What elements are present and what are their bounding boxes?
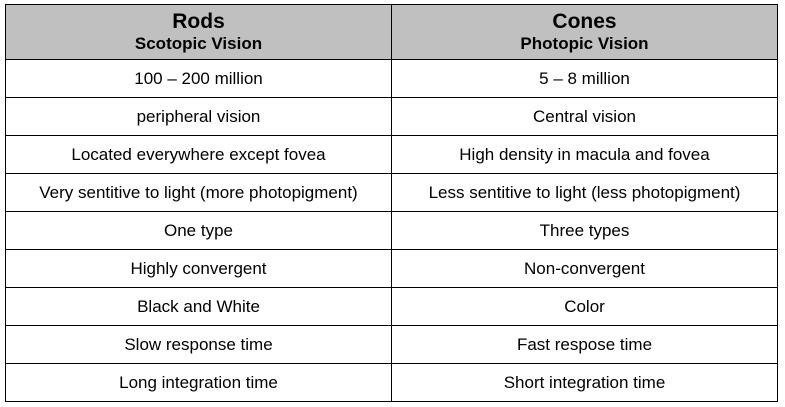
- rods-cell: Highly convergent: [5, 249, 392, 288]
- rods-cell: Very sentitive to light (more photopigme…: [5, 173, 392, 212]
- rods-cones-comparison-table: Rods Scotopic Vision Cones Photopic Visi…: [5, 4, 778, 402]
- table-row: Highly convergent Non-convergent: [5, 249, 778, 288]
- cones-cell: Non-convergent: [391, 249, 778, 288]
- rods-cell: Black and White: [5, 287, 392, 326]
- cones-cell: Three types: [391, 211, 778, 250]
- rods-cell: peripheral vision: [5, 97, 392, 136]
- cones-cell: Short integration time: [391, 363, 778, 402]
- header-cones-subtitle: Photopic Vision: [520, 34, 649, 54]
- header-rods-subtitle: Scotopic Vision: [134, 34, 263, 54]
- cones-cell: Fast respose time: [391, 325, 778, 364]
- table-row: Very sentitive to light (more photopigme…: [5, 173, 778, 212]
- rods-cell: Slow response time: [5, 325, 392, 364]
- table-row: Long integration time Short integration …: [5, 363, 778, 402]
- table-row: 100 – 200 million 5 – 8 million: [5, 59, 778, 98]
- cones-cell: Central vision: [391, 97, 778, 136]
- table-header-row: Rods Scotopic Vision Cones Photopic Visi…: [5, 4, 778, 60]
- rods-cell: Long integration time: [5, 363, 392, 402]
- header-cones: Cones Photopic Vision: [391, 4, 778, 60]
- cones-cell: Less sentitive to light (less photopigme…: [391, 173, 778, 212]
- table-row: Black and White Color: [5, 287, 778, 326]
- header-rods-title: Rods: [172, 10, 225, 34]
- cones-cell: Color: [391, 287, 778, 326]
- table-row: Located everywhere except fovea High den…: [5, 135, 778, 174]
- cones-cell: High density in macula and fovea: [391, 135, 778, 174]
- rods-cell: 100 – 200 million: [5, 59, 392, 98]
- header-cones-title: Cones: [552, 10, 617, 34]
- table-row: Slow response time Fast respose time: [5, 325, 778, 364]
- table-row: peripheral vision Central vision: [5, 97, 778, 136]
- cones-cell: 5 – 8 million: [391, 59, 778, 98]
- table-row: One type Three types: [5, 211, 778, 250]
- rods-cell: One type: [5, 211, 392, 250]
- rods-cell: Located everywhere except fovea: [5, 135, 392, 174]
- header-rods: Rods Scotopic Vision: [5, 4, 392, 60]
